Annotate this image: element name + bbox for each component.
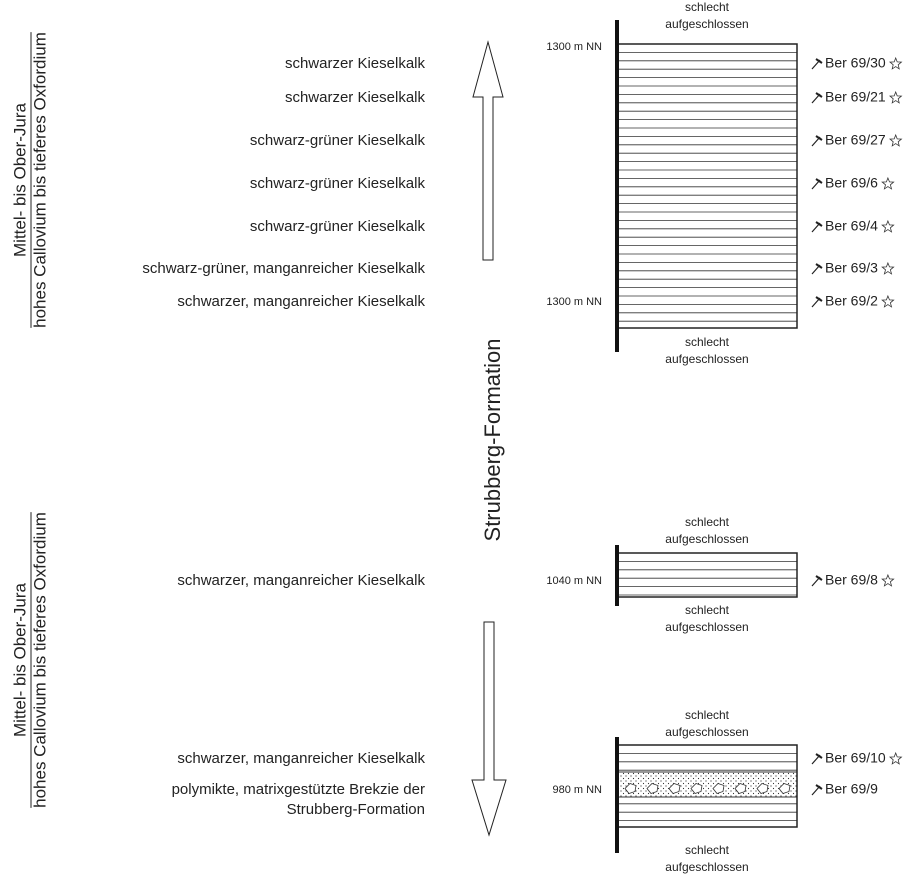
- star-icon: [890, 135, 901, 146]
- sample: Ber 69/8: [825, 572, 878, 588]
- elevation: 1300 m NN: [546, 296, 602, 308]
- star-icon: [882, 575, 893, 586]
- lithology: polymikte, matrixgestützte Brekzie der: [172, 781, 425, 798]
- note: schlecht: [685, 515, 730, 529]
- hammer-icon: [816, 59, 822, 63]
- sample: Ber 69/2: [825, 293, 878, 309]
- diagram: Strubberg-Formation Mittel- bis Ober-Jur…: [0, 0, 914, 881]
- lithology: Strubberg-Formation: [287, 801, 425, 818]
- hammer-icon: [816, 222, 822, 226]
- note: schlecht: [685, 603, 730, 617]
- star-icon: [882, 296, 893, 307]
- star-icon: [882, 178, 893, 189]
- lithology: schwarz-grüner, manganreicher Kieselkalk: [142, 260, 425, 277]
- hammer-icon: [816, 297, 822, 301]
- lithology: schwarzer, manganreicher Kieselkalk: [177, 572, 425, 589]
- star-icon: [882, 221, 893, 232]
- hammer-icon: [816, 179, 822, 183]
- lithology: schwarz-grüner Kieselkalk: [250, 132, 426, 149]
- note: aufgeschlossen: [665, 17, 748, 31]
- star-icon: [882, 263, 893, 274]
- hammer-icon: [816, 754, 822, 758]
- note: aufgeschlossen: [665, 620, 748, 634]
- age-lower: hohes Callovium bis tieferes Oxfordium: [30, 32, 49, 328]
- age-lower: hohes Callovium bis tieferes Oxfordium: [30, 512, 49, 808]
- sample: Ber 69/27: [825, 132, 886, 148]
- formation-label: Strubberg-Formation: [480, 339, 505, 542]
- hammer-icon: [816, 136, 822, 140]
- down-arrow: [472, 622, 506, 835]
- note: aufgeschlossen: [665, 860, 748, 874]
- lithology: schwarzer, manganreicher Kieselkalk: [177, 750, 425, 767]
- section-box: [617, 44, 797, 328]
- age-upper: Mittel- bis Ober-Jura: [10, 102, 29, 257]
- lithology: schwarzer Kieselkalk: [285, 89, 426, 106]
- star-icon: [890, 753, 901, 764]
- elevation: 1040 m NN: [546, 575, 602, 587]
- note: aufgeschlossen: [665, 725, 748, 739]
- sample: Ber 69/4: [825, 218, 878, 234]
- elevation: 1300 m NN: [546, 41, 602, 53]
- age-upper: Mittel- bis Ober-Jura: [10, 582, 29, 737]
- star-icon: [890, 58, 901, 69]
- lithology: schwarzer, manganreicher Kieselkalk: [177, 293, 425, 310]
- hammer-icon: [816, 93, 822, 97]
- sample: Ber 69/9: [825, 781, 878, 797]
- section-box: [617, 553, 797, 597]
- sample: Ber 69/10: [825, 750, 886, 766]
- sample: Ber 69/30: [825, 55, 886, 71]
- sample: Ber 69/6: [825, 175, 878, 191]
- hammer-icon: [816, 785, 822, 789]
- lithology: schwarz-grüner Kieselkalk: [250, 218, 426, 235]
- hammer-icon: [816, 576, 822, 580]
- lithology: schwarzer Kieselkalk: [285, 55, 426, 72]
- hammer-icon: [816, 264, 822, 268]
- lithology: schwarz-grüner Kieselkalk: [250, 175, 426, 192]
- elevation: 980 m NN: [552, 784, 602, 796]
- up-arrow: [473, 42, 503, 260]
- note: aufgeschlossen: [665, 532, 748, 546]
- note: schlecht: [685, 843, 730, 857]
- note: aufgeschlossen: [665, 352, 748, 366]
- breccia-dots: [617, 772, 797, 797]
- sample: Ber 69/21: [825, 89, 886, 105]
- sample: Ber 69/3: [825, 260, 878, 276]
- note: schlecht: [685, 708, 730, 722]
- note: schlecht: [685, 335, 730, 349]
- star-icon: [890, 92, 901, 103]
- note: schlecht: [685, 0, 730, 14]
